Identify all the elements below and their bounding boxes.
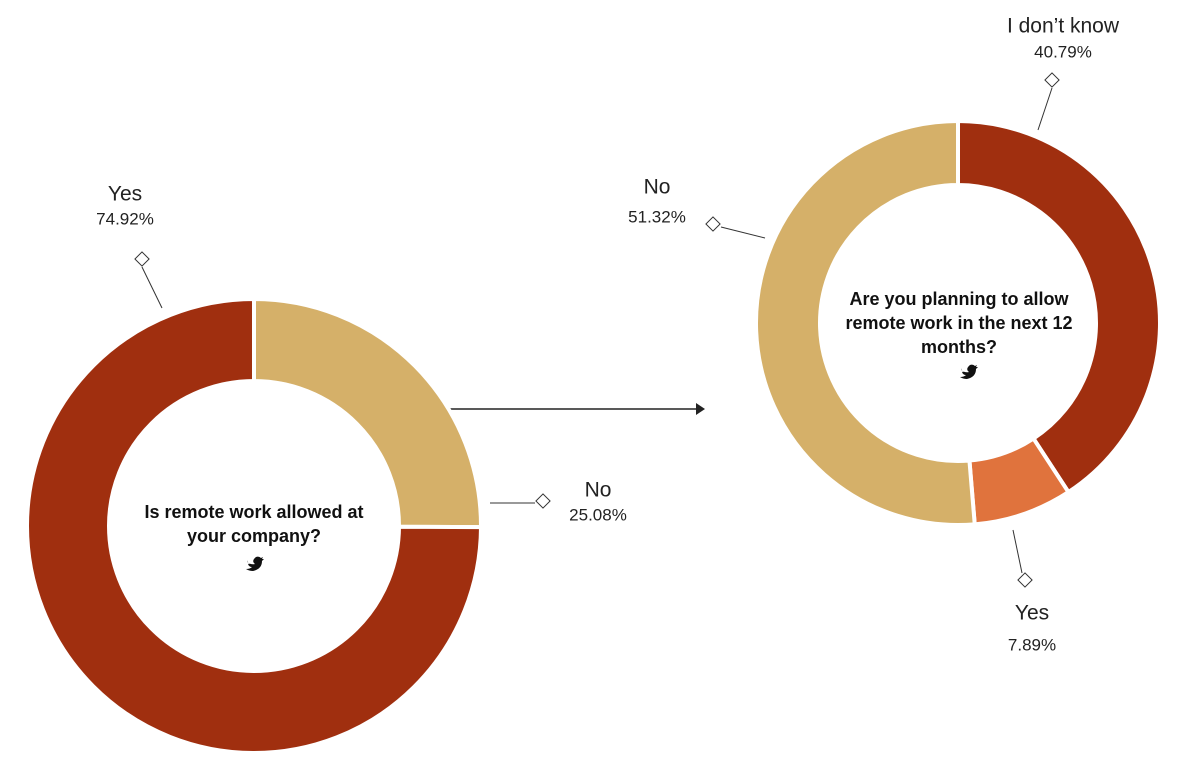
value-label: 25.08%	[569, 505, 627, 524]
segment-label: Yes	[108, 183, 142, 206]
leader-marker	[1044, 72, 1060, 88]
twitter-icon	[246, 556, 264, 571]
donut-segment	[754, 118, 977, 527]
value-label: 40.79%	[1034, 42, 1092, 61]
chart-title: Are you planning to allow remote work in…	[845, 289, 1073, 357]
donut-segment	[25, 296, 484, 755]
leader-marker	[134, 251, 150, 267]
segment-label: No	[585, 479, 612, 502]
donut-segment	[252, 296, 483, 530]
chart-title: Is remote work allowed at your company?	[144, 502, 364, 546]
leader-line	[141, 266, 163, 309]
leader-line	[1012, 529, 1023, 574]
value-label: 7.89%	[1008, 635, 1056, 654]
value-label: 51.32%	[628, 207, 686, 226]
value-label: 74.92%	[96, 209, 154, 228]
arrow-head	[696, 403, 705, 415]
leader-marker	[1017, 572, 1033, 588]
leader-marker	[705, 216, 721, 232]
segment-label: Yes	[1015, 602, 1049, 625]
leader-marker	[535, 493, 551, 509]
leader-line	[720, 226, 766, 239]
segment-label: I don’t know	[1007, 15, 1120, 38]
segment-label: No	[644, 176, 671, 199]
donut-segment	[956, 118, 1163, 495]
leader-line	[1037, 87, 1053, 131]
twitter-icon	[960, 364, 978, 379]
